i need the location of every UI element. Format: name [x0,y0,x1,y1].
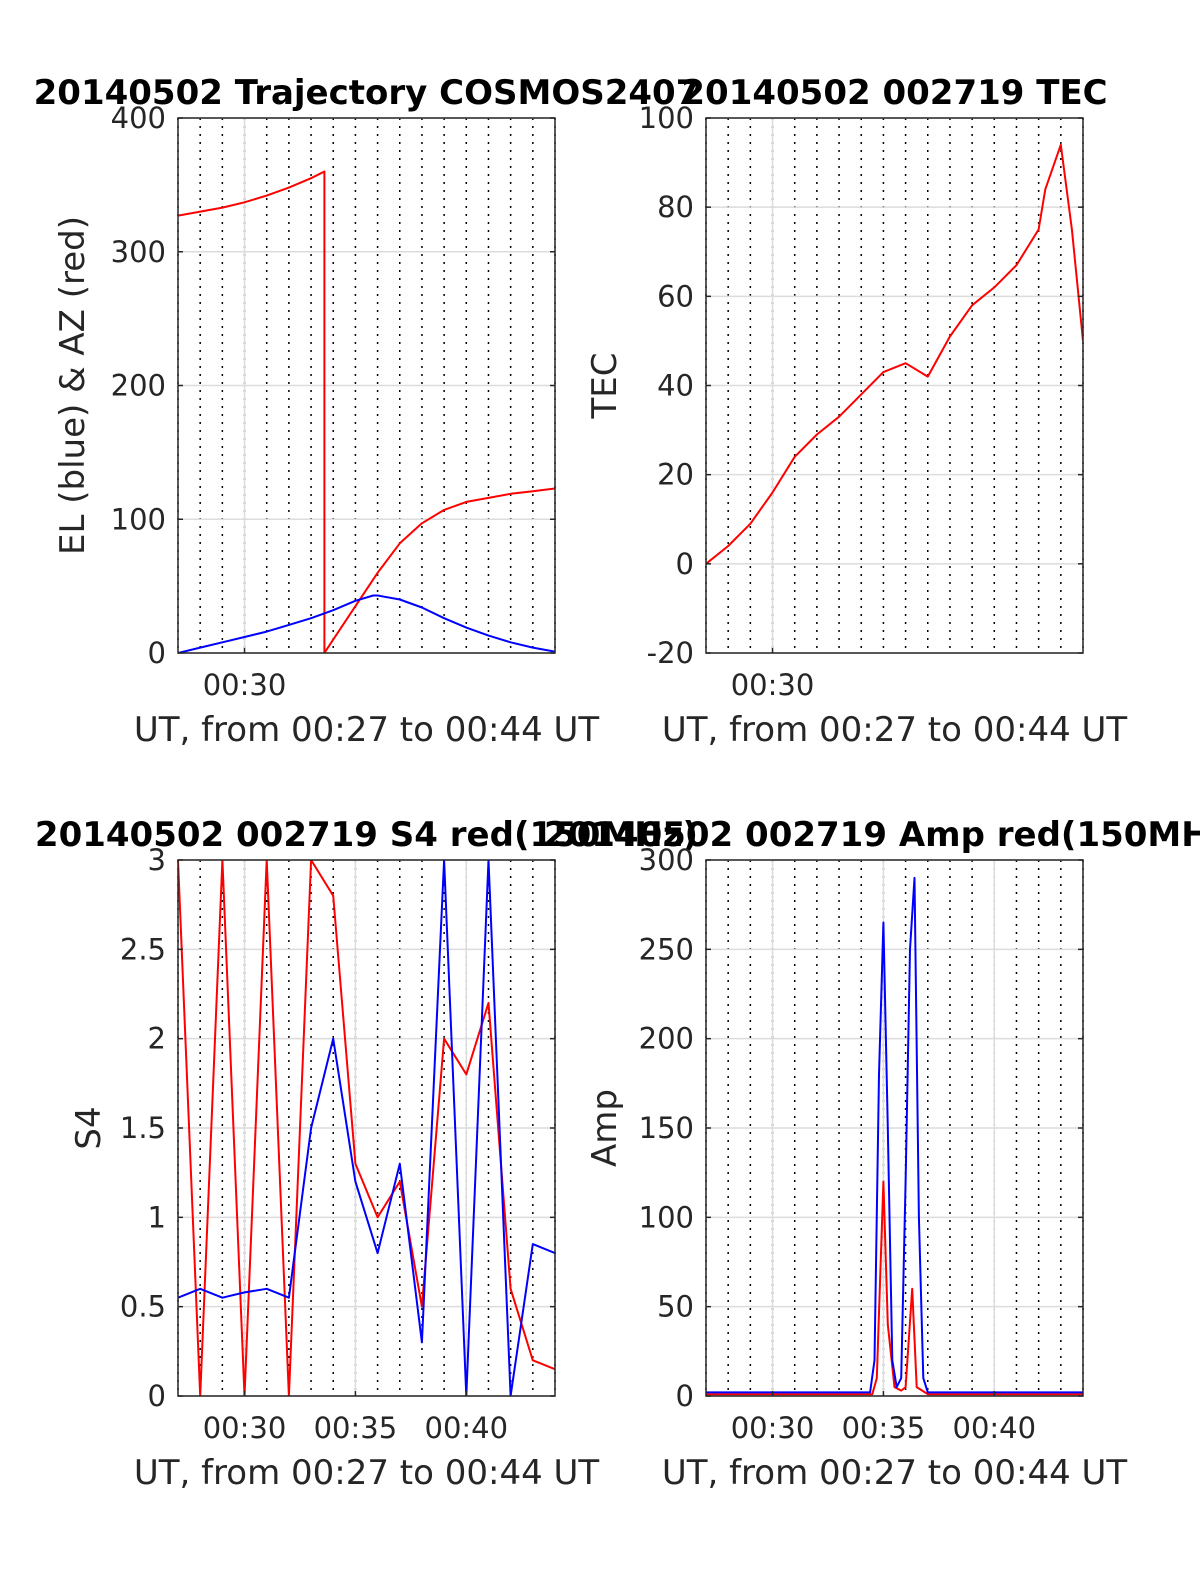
trajectory-ylabel: EL (blue) & AZ (red) [53,216,93,555]
tec-ytick-label: 0 [676,547,694,581]
s4-panel: 0 0.5 1 1.5 2 2.5 3 00:30 00:35 00:40 UT, from 00:… [35,815,698,1493]
s4-xtick-label: 00:30 [203,1411,287,1445]
amp-panel: 0 50 100 150 200 250 300 00:30 00:35 00:40 UT, fro… [544,815,1200,1493]
trajectory-xlabel: UT, from 00:27 to 00:44 UT [134,710,600,750]
s4-ytick-label: 2.5 [120,932,166,966]
trajectory-ytick-label: 100 [111,502,166,536]
tec-xlabel: UT, from 00:27 to 00:44 UT [662,710,1128,750]
s4-ytick-label: 1 [148,1200,166,1234]
s4-title: 20140502 002719 S4 red(150MHz) [35,815,698,855]
tec-series-0 [706,143,1083,565]
amp-ytick-label: 100 [639,1200,694,1234]
amp-ytick-label: 200 [639,1022,694,1056]
tec-ytick-label: 100 [639,101,694,135]
s4-ytick-label: 2 [148,1022,166,1056]
amp-xtick-label: 00:35 [842,1411,926,1445]
tec-ytick-label: 40 [657,369,694,403]
tec-ytick-label: 20 [657,458,694,492]
trajectory-series-1 [178,594,555,653]
trajectory-xtick-label: 00:30 [203,668,287,702]
amp-series-1 [706,876,1083,1394]
trajectory-ytick-label: 200 [111,369,166,403]
s4-ytick-label: 1.5 [120,1111,166,1145]
s4-ytick-label: 0.5 [120,1290,166,1324]
tec-panel: -20 0 20 40 60 80 100 00:30 UT, from 00:27 to 00… [585,73,1127,750]
s4-xtick-label: 00:40 [425,1411,509,1445]
tec-ytick-label: -20 [647,636,694,670]
trajectory-ytick-label: 0 [148,636,166,670]
amp-ylabel: Amp [585,1089,625,1167]
trajectory-title: 20140502 Trajectory COSMOS2407 [34,73,700,113]
s4-ytick-label: 3 [148,843,166,877]
trajectory-ytick-label: 300 [111,235,166,269]
amp-ytick-label: 300 [639,843,694,877]
amp-ytick-label: 50 [657,1290,694,1324]
s4-series-1 [178,860,555,1396]
amp-ytick-label: 150 [639,1111,694,1145]
tec-ylabel: TEC [585,353,625,420]
s4-series-0 [178,860,555,1396]
amp-xlabel: UT, from 00:27 to 00:44 UT [662,1453,1128,1493]
tec-ytick-label: 80 [657,190,694,224]
trajectory-ytick-label: 400 [111,101,166,135]
amp-ytick-label: 0 [676,1379,694,1413]
tec-title: 20140502 002719 TEC [681,73,1107,113]
amp-title: 20140502 002719 Amp red(150MHz) [544,815,1200,855]
s4-ytick-label: 0 [148,1379,166,1413]
tec-xtick-label: 00:30 [731,668,815,702]
trajectory-series-0 [178,170,555,653]
amp-xtick-label: 00:30 [731,1411,815,1445]
s4-xlabel: UT, from 00:27 to 00:44 UT [134,1453,600,1493]
amp-series-0 [706,1180,1083,1396]
tec-ytick-label: 60 [657,279,694,313]
s4-xtick-label: 00:35 [314,1411,398,1445]
amp-ytick-label: 250 [639,932,694,966]
s4-ylabel: S4 [69,1106,109,1149]
amp-xtick-label: 00:40 [953,1411,1037,1445]
